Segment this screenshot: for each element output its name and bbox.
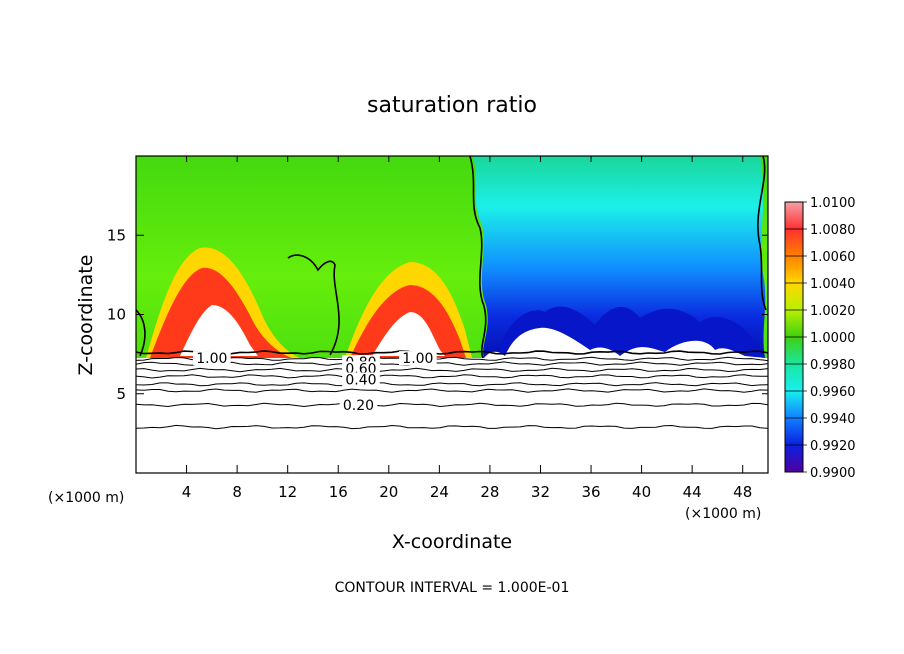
colorbar-tick-label: 0.9960 <box>810 385 856 400</box>
boundary-contour-1 <box>287 254 340 356</box>
contour-labels: 1.000.800.600.400.201.00 <box>193 351 437 414</box>
colorbar-tick-label: 1.0020 <box>810 304 856 319</box>
colorbar: 1.0100 1.0080 1.0060 1.0040 1.0020 1.0000 0.99… <box>784 196 856 481</box>
colorbar-tick-label: 0.9940 <box>810 412 856 427</box>
contour-line <box>136 367 768 373</box>
warm-plume-left-peak <box>180 305 258 356</box>
field-blue-region <box>473 156 766 358</box>
boundary-contour-3 <box>757 156 767 311</box>
x-tick-label: 40 <box>632 483 651 501</box>
colorbar-tick-label: 1.0040 <box>810 277 856 292</box>
x-unit-label-left: (×1000 m) <box>48 490 124 506</box>
contour-label: 0.20 <box>343 398 374 414</box>
contour-label-bg <box>339 397 378 412</box>
contour-label-bg <box>342 361 380 376</box>
colorbar-tick-label: 1.0080 <box>810 223 856 238</box>
y-ticks: 5 10 15 <box>107 226 768 403</box>
x-tick-label: 32 <box>531 483 550 501</box>
contour-line <box>136 402 768 408</box>
contour-line <box>136 350 768 356</box>
contour-label-bg <box>399 351 437 366</box>
y-tick-label: 10 <box>107 306 126 324</box>
boundary-contour-4 <box>136 309 146 357</box>
colorbar-tick-label: 1.0060 <box>810 250 856 265</box>
contour-label: 1.00 <box>402 351 433 367</box>
boundary-contour-2 <box>469 156 487 359</box>
x-tick-label: 12 <box>278 483 297 501</box>
contour-line <box>136 374 768 379</box>
contour-line <box>136 382 768 387</box>
plot-area <box>136 156 768 473</box>
contour-line <box>136 424 768 430</box>
y-tick-label: 5 <box>116 385 126 403</box>
y-axis-label: Z-coordinate <box>75 255 97 376</box>
contour-line <box>136 361 768 366</box>
x-tick-label: 24 <box>430 483 449 501</box>
x-tick-label: 44 <box>683 483 702 501</box>
x-tick-label: 36 <box>581 483 600 501</box>
x-tick-label: 16 <box>329 483 348 501</box>
contour-label: 1.00 <box>196 351 227 367</box>
chart-title: saturation ratio <box>367 93 537 118</box>
y-tick-label: 15 <box>107 226 126 244</box>
x-unit-label-right: (×1000 m) <box>685 506 761 522</box>
contour-label-bg <box>342 372 380 387</box>
contour-line-group <box>136 350 768 430</box>
x-tick-label: 28 <box>480 483 499 501</box>
contour-line <box>136 388 768 393</box>
x-tick-label: 8 <box>232 483 242 501</box>
x-ticks: 4 8 12 16 20 24 28 32 36 40 44 48 <box>182 156 752 501</box>
x-axis-label: X-coordinate <box>392 531 512 553</box>
x-tick-label: 4 <box>182 483 192 501</box>
cloud-peaks-white <box>484 327 765 358</box>
x-tick-label: 20 <box>379 483 398 501</box>
x-tick-label: 48 <box>733 483 752 501</box>
contour-label: 0.40 <box>345 372 376 388</box>
colorbar-labels: 1.0100 1.0080 1.0060 1.0040 1.0020 1.0000 0.99… <box>785 196 856 481</box>
contour-line <box>136 356 768 362</box>
colorbar-tick-label: 1.0000 <box>810 331 856 346</box>
contour-interval-footer: CONTOUR INTERVAL = 1.000E-01 <box>335 580 570 596</box>
colorbar-tick-label: 0.9920 <box>810 439 856 454</box>
warm-plume-mid-peak <box>372 312 445 356</box>
colorbar-tick-label: 0.9900 <box>810 466 856 481</box>
colorbar-tick-label: 0.9980 <box>810 358 856 373</box>
contour-label-bg <box>193 351 231 366</box>
colorbar-tick-label: 1.0100 <box>810 196 856 211</box>
